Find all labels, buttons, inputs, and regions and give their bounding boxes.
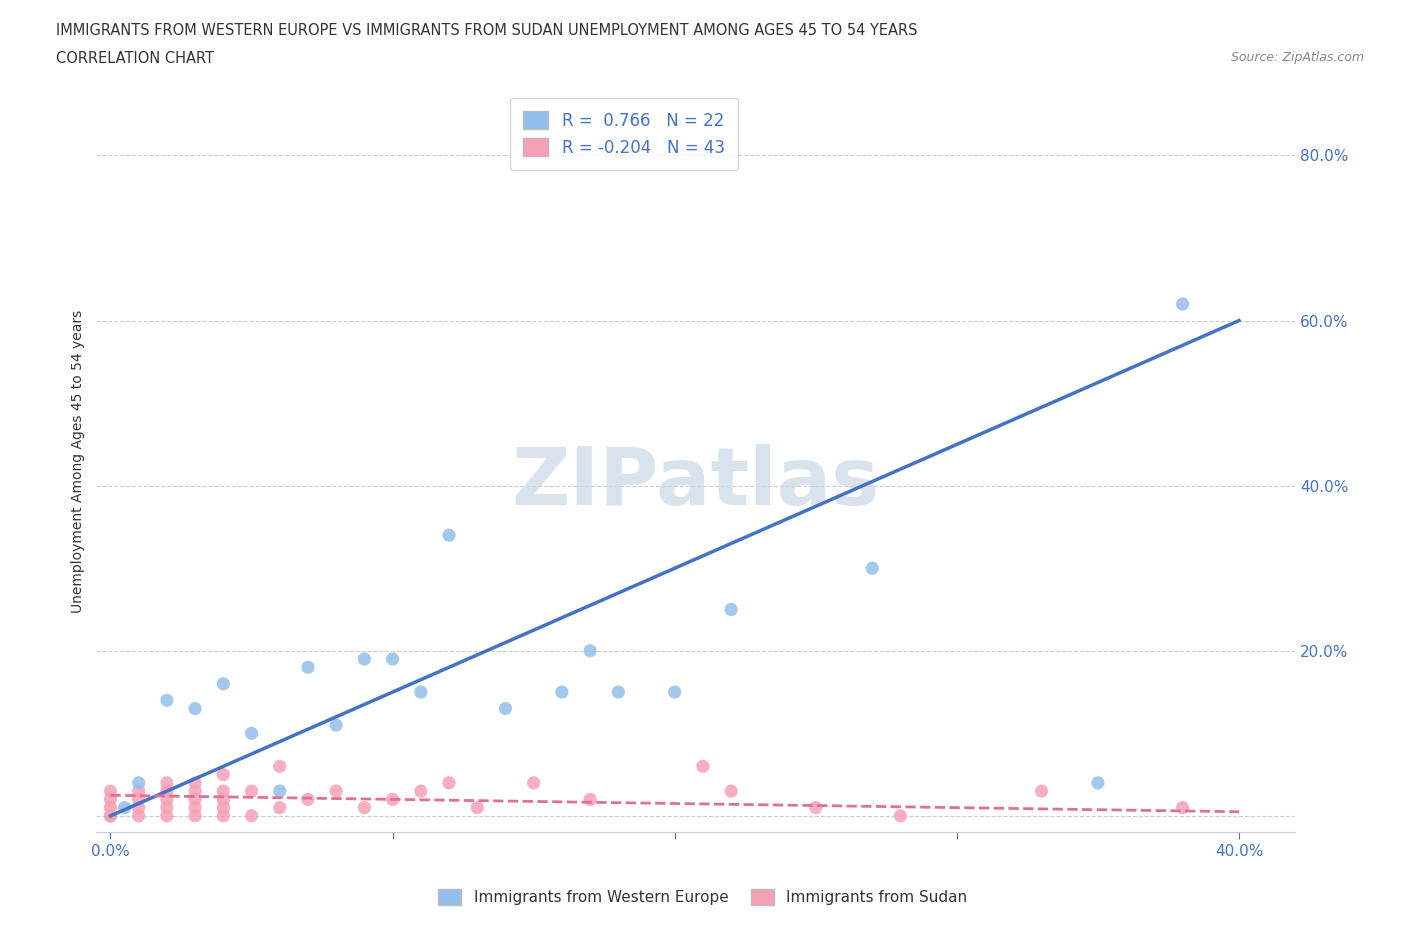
Point	[128, 784, 150, 799]
Point	[692, 759, 714, 774]
Point	[409, 784, 432, 799]
Point	[240, 808, 263, 823]
Point	[523, 776, 546, 790]
Point	[100, 808, 122, 823]
Point	[128, 792, 150, 807]
Point	[114, 800, 136, 815]
Point	[579, 792, 602, 807]
Legend: Immigrants from Western Europe, Immigrants from Sudan: Immigrants from Western Europe, Immigran…	[430, 882, 976, 913]
Point	[720, 602, 742, 617]
Point	[184, 701, 207, 716]
Point	[804, 800, 827, 815]
Point	[128, 776, 150, 790]
Point	[664, 684, 686, 699]
Point	[212, 767, 235, 782]
Point	[100, 784, 122, 799]
Point	[325, 784, 347, 799]
Point	[437, 527, 460, 542]
Point	[156, 808, 179, 823]
Point	[240, 726, 263, 741]
Point	[297, 792, 319, 807]
Point	[579, 644, 602, 658]
Point	[297, 660, 319, 675]
Point	[325, 718, 347, 733]
Point	[212, 676, 235, 691]
Point	[212, 784, 235, 799]
Point	[128, 800, 150, 815]
Point	[100, 808, 122, 823]
Point	[156, 792, 179, 807]
Point	[465, 800, 488, 815]
Point	[184, 784, 207, 799]
Point	[381, 792, 404, 807]
Point	[269, 759, 291, 774]
Point	[156, 693, 179, 708]
Point	[607, 684, 630, 699]
Point	[212, 792, 235, 807]
Point	[184, 800, 207, 815]
Point	[212, 800, 235, 815]
Text: CORRELATION CHART: CORRELATION CHART	[56, 51, 214, 66]
Point	[409, 684, 432, 699]
Text: IMMIGRANTS FROM WESTERN EUROPE VS IMMIGRANTS FROM SUDAN UNEMPLOYMENT AMONG AGES : IMMIGRANTS FROM WESTERN EUROPE VS IMMIGR…	[56, 23, 918, 38]
Point	[184, 808, 207, 823]
Point	[353, 800, 375, 815]
Point	[156, 784, 179, 799]
Point	[212, 808, 235, 823]
Point	[1031, 784, 1053, 799]
Y-axis label: Unemployment Among Ages 45 to 54 years: Unemployment Among Ages 45 to 54 years	[72, 310, 86, 613]
Point	[889, 808, 911, 823]
Point	[381, 652, 404, 667]
Point	[240, 784, 263, 799]
Point	[437, 776, 460, 790]
Point	[100, 800, 122, 815]
Point	[269, 800, 291, 815]
Point	[156, 800, 179, 815]
Point	[269, 784, 291, 799]
Point	[860, 561, 883, 576]
Legend: R =  0.766   N = 22, R = -0.204   N = 43: R = 0.766 N = 22, R = -0.204 N = 43	[510, 98, 738, 170]
Point	[1171, 297, 1194, 312]
Point	[495, 701, 517, 716]
Point	[1087, 776, 1109, 790]
Point	[184, 792, 207, 807]
Point	[1171, 800, 1194, 815]
Point	[184, 776, 207, 790]
Point	[128, 808, 150, 823]
Text: Source: ZipAtlas.com: Source: ZipAtlas.com	[1230, 51, 1364, 64]
Text: ZIPatlas: ZIPatlas	[512, 445, 880, 522]
Point	[100, 792, 122, 807]
Point	[551, 684, 574, 699]
Point	[720, 784, 742, 799]
Point	[353, 652, 375, 667]
Point	[156, 776, 179, 790]
